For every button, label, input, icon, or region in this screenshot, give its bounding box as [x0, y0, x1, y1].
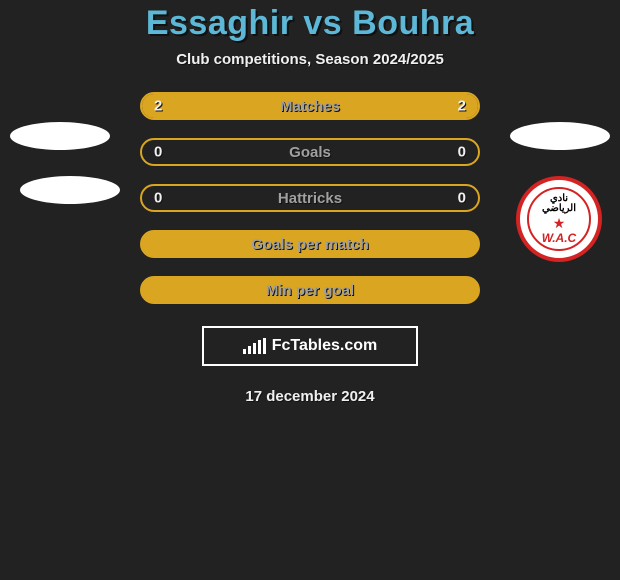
bar-chart-icon	[243, 338, 266, 354]
stat-row-mpg: Min per goal	[140, 276, 480, 304]
stat-label: Goals	[289, 144, 331, 161]
stat-label: Matches	[280, 98, 340, 115]
stats-container: 2 Matches 2 0 Goals 0 0 Hattricks 0 Goals per mat…	[140, 92, 480, 304]
stat-label: Goals per match	[251, 236, 369, 253]
page-subtitle: Club competitions, Season 2024/2025	[0, 51, 620, 68]
stat-right-value: 0	[458, 190, 466, 207]
brand-box: FcTables.com	[202, 326, 418, 366]
date-stamp: 17 december 2024	[0, 388, 620, 405]
stat-right-value: 0	[458, 144, 466, 161]
stat-row-gpm: Goals per match	[140, 230, 480, 258]
player-left-marker-mid	[20, 176, 120, 204]
player-right-marker-top	[510, 122, 610, 150]
club-badge-abbrev: W.A.C	[542, 232, 576, 244]
stat-right-value: 2	[458, 98, 466, 115]
stat-row-hattricks: 0 Hattricks 0	[140, 184, 480, 212]
stat-left-value: 0	[154, 144, 162, 161]
stat-row-goals: 0 Goals 0	[140, 138, 480, 166]
star-icon: ★	[553, 216, 566, 230]
stat-row-matches: 2 Matches 2	[140, 92, 480, 120]
club-badge-text-mid: الرياضي	[542, 204, 576, 214]
page-title: Essaghir vs Bouhra	[0, 4, 620, 43]
stat-left-value: 0	[154, 190, 162, 207]
stat-label: Min per goal	[266, 282, 354, 299]
stat-left-value: 2	[154, 98, 162, 115]
stat-label: Hattricks	[278, 190, 342, 207]
brand-text: FcTables.com	[272, 337, 378, 355]
player-left-marker-top	[10, 122, 110, 150]
club-badge-wac: نادي الرياضي ★ W.A.C	[516, 176, 602, 262]
